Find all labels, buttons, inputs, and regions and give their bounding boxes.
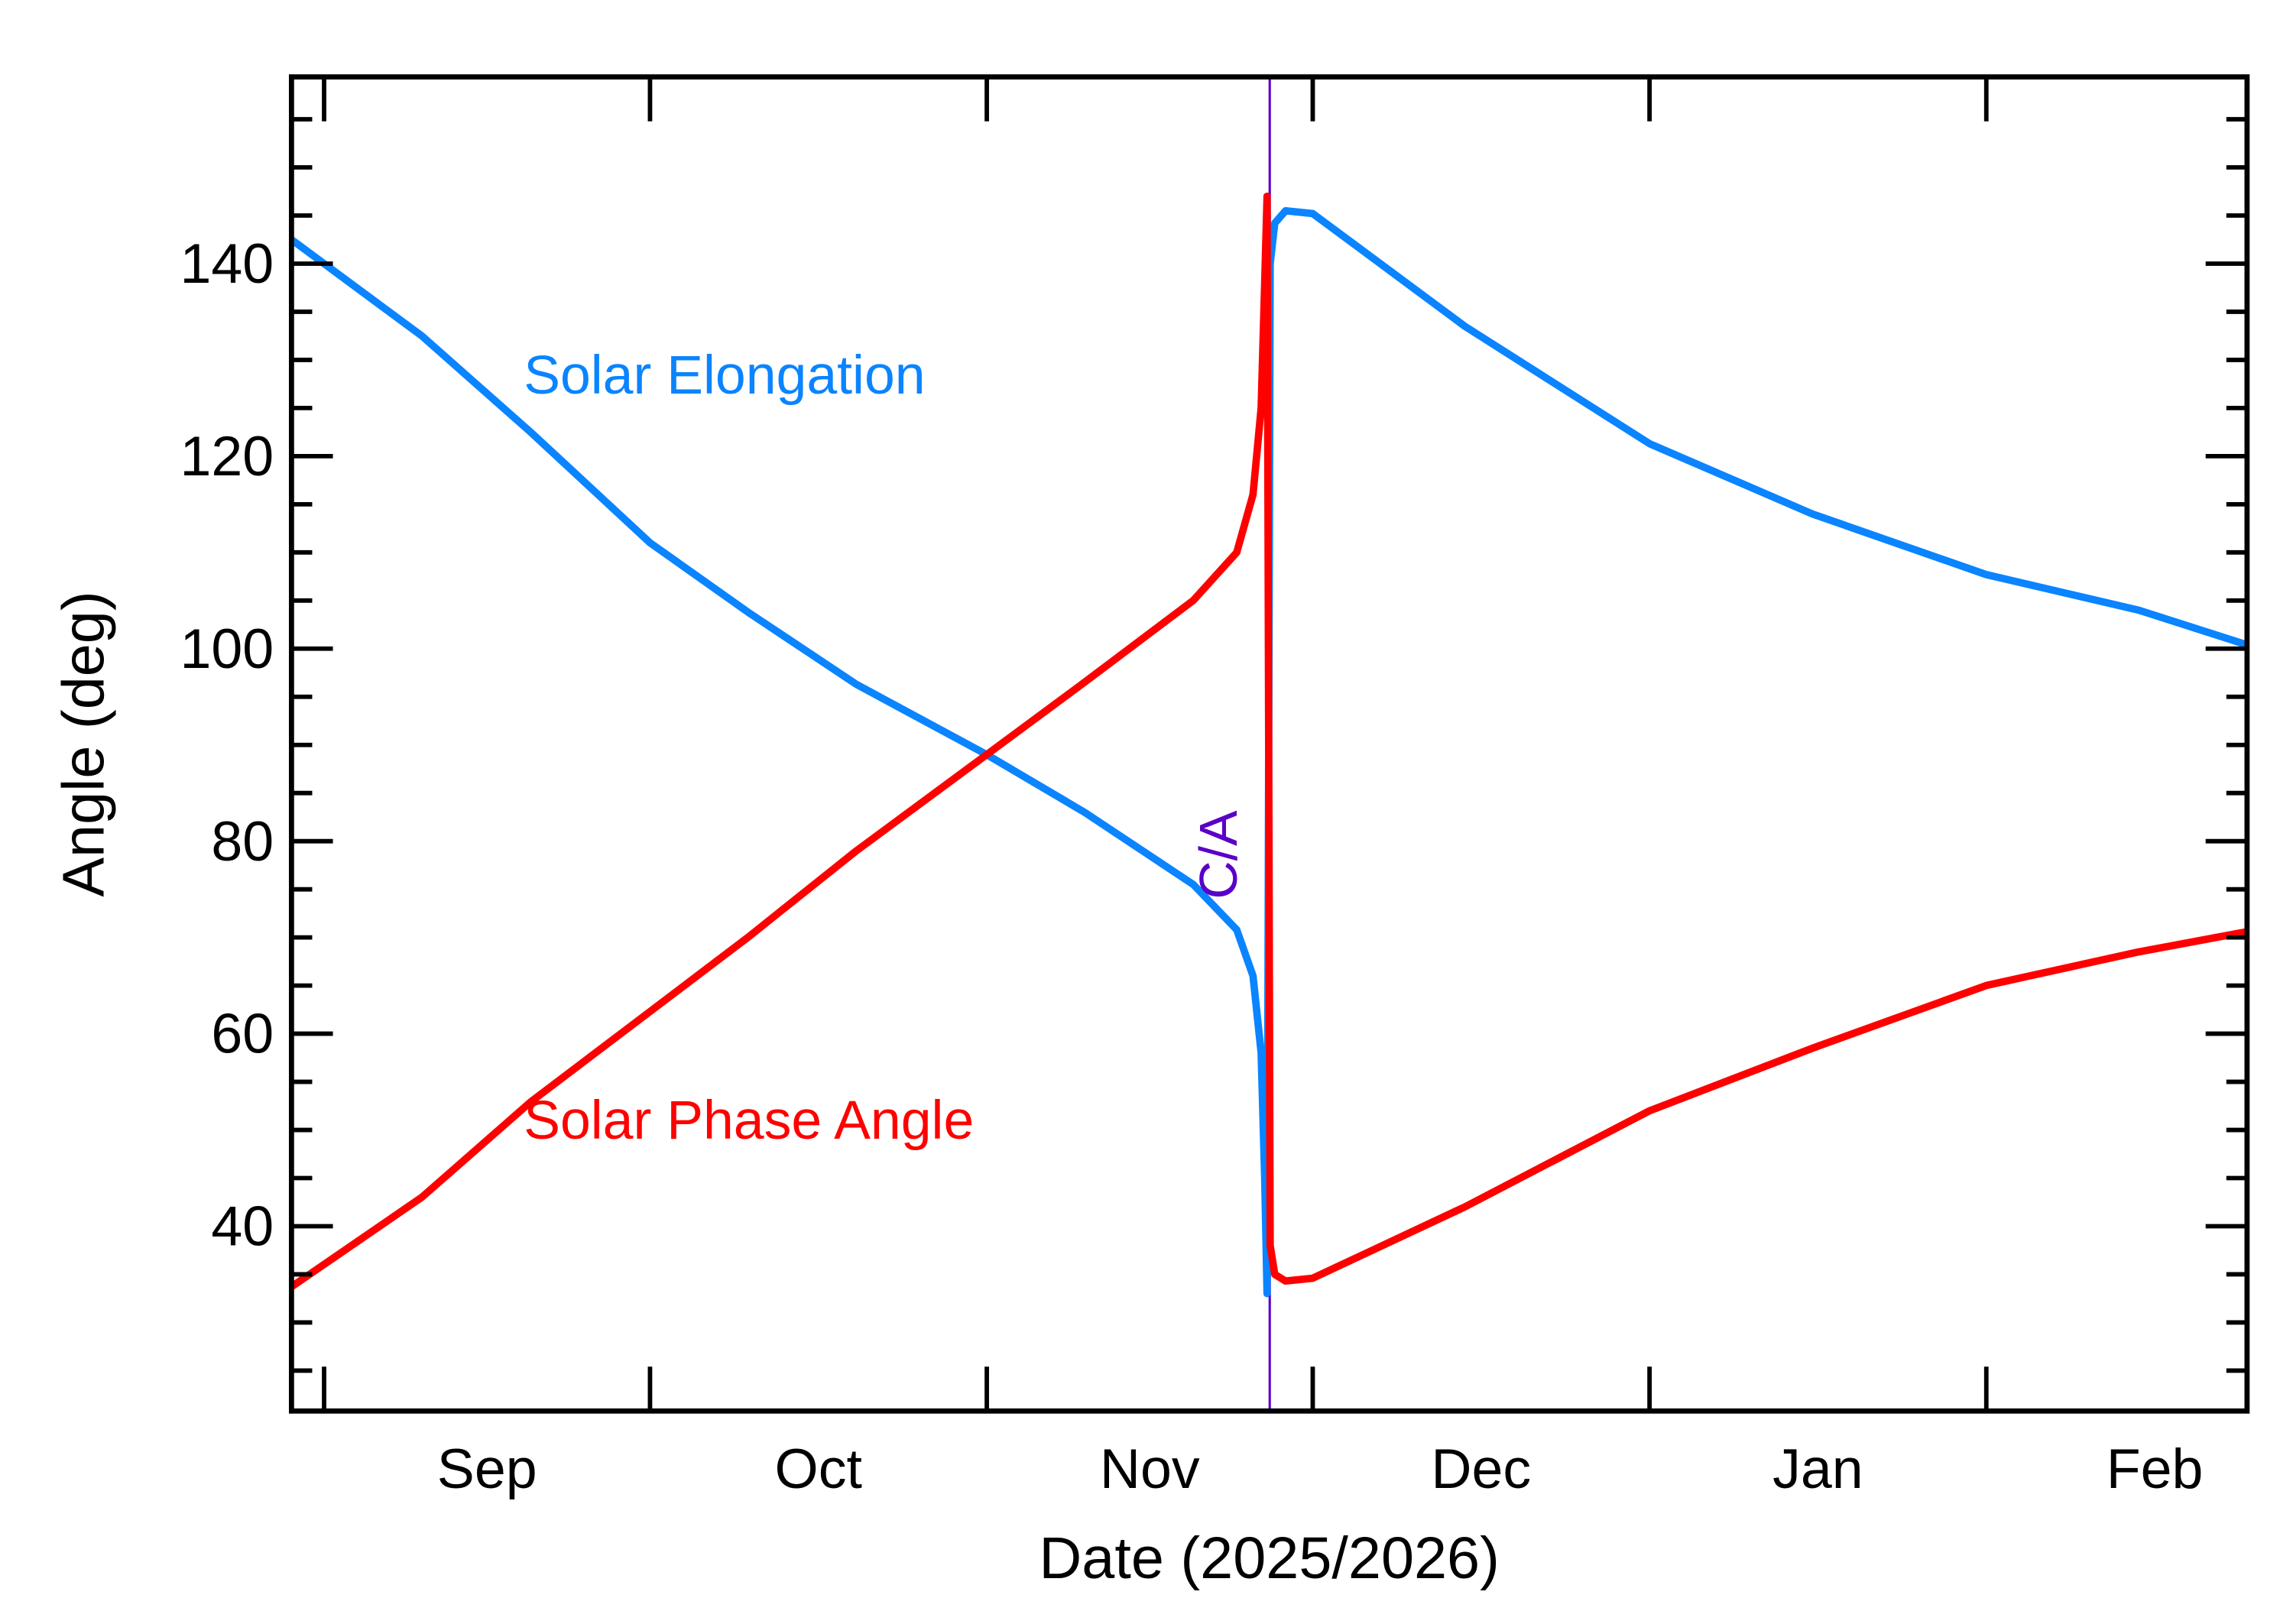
y-tick-label: 100 — [180, 617, 274, 680]
closest-approach-label: C/A — [1189, 810, 1248, 900]
y-tick-label: 60 — [211, 1002, 274, 1065]
y-tick-label: 80 — [211, 809, 274, 873]
x-tick-label: Feb — [2107, 1437, 2204, 1500]
plot-marks — [289, 76, 2249, 1412]
legend-solar-phase-angle: Solar Phase Angle — [524, 1090, 974, 1151]
series-line-solar-phase-angle — [289, 192, 2248, 1290]
axis-ticks: 40 60 80 100 120 140 Sep Oct Nov Dec Jan Feb — [180, 76, 2247, 1500]
y-tick-label: 140 — [180, 232, 274, 295]
x-tick-label: Oct — [775, 1437, 862, 1500]
series-line-solar-elongation — [289, 206, 2249, 1298]
y-tick-label: 120 — [180, 424, 274, 488]
x-tick-label: Sep — [437, 1437, 537, 1500]
x-axis-title: Date (2025/2026) — [1039, 1525, 1499, 1591]
x-tick-label: Nov — [1100, 1437, 1200, 1500]
y-axis-title: Angle (deg) — [51, 591, 117, 896]
x-tick-label: Dec — [1431, 1437, 1531, 1500]
legend-solar-elongation: Solar Elongation — [524, 345, 925, 406]
y-tick-label: 40 — [211, 1194, 274, 1258]
x-tick-label: Jan — [1772, 1437, 1863, 1500]
